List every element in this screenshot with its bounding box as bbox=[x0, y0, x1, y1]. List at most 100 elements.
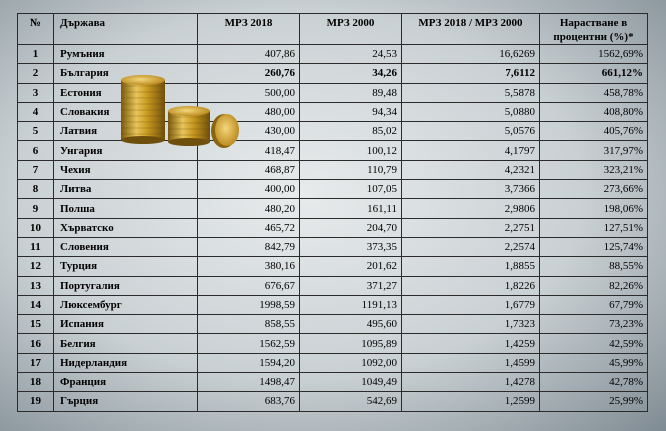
cell-country: Турция bbox=[53, 256, 198, 277]
cell-mrz-2000: 371,27 bbox=[299, 275, 402, 296]
table-header-row: № Държава МРЗ 2018 МРЗ 2000 МРЗ 2018 / М… bbox=[17, 13, 648, 45]
header-country: Държава bbox=[53, 13, 198, 45]
cell-no: 4 bbox=[17, 101, 54, 123]
cell-no: 9 bbox=[17, 198, 54, 219]
cell-country: България bbox=[53, 63, 198, 84]
cell-growth: 82,26% bbox=[539, 275, 648, 296]
cell-growth: 405,76% bbox=[539, 121, 648, 142]
cell-mrz-2018: 1594,20 bbox=[197, 352, 300, 374]
cell-mrz-2000: 1092,00 bbox=[299, 352, 402, 374]
cell-country: Испания bbox=[53, 314, 198, 335]
cell-ratio: 5,0576 bbox=[401, 121, 540, 142]
cell-country: Люксембург bbox=[53, 294, 198, 316]
cell-mrz-2018: 1562,59 bbox=[197, 333, 300, 354]
cell-country: Полша bbox=[53, 198, 198, 219]
cell-growth: 317,97% bbox=[539, 140, 648, 161]
cell-mrz-2018: 407,86 bbox=[197, 43, 300, 65]
cell-growth: 67,79% bbox=[539, 294, 648, 316]
cell-mrz-2000: 34,26 bbox=[299, 63, 402, 84]
cell-mrz-2018: 380,16 bbox=[197, 256, 300, 277]
cell-mrz-2000: 1191,13 bbox=[299, 294, 402, 316]
cell-mrz-2018: 842,79 bbox=[197, 236, 300, 258]
cell-ratio: 1,6779 bbox=[401, 294, 540, 316]
cell-country: Гърция bbox=[53, 391, 198, 412]
cell-ratio: 16,6269 bbox=[401, 43, 540, 65]
cell-growth: 88,55% bbox=[539, 256, 648, 277]
cell-ratio: 1,8226 bbox=[401, 275, 540, 296]
cell-mrz-2000: 94,34 bbox=[299, 101, 402, 123]
cell-ratio: 7,6112 bbox=[401, 63, 540, 84]
cell-growth: 408,80% bbox=[539, 101, 648, 123]
cell-country: Белгия bbox=[53, 333, 198, 354]
cell-no: 3 bbox=[17, 82, 54, 103]
table-row: 7 Чехия 468,87 110,79 4,2321 323,21% bbox=[17, 159, 648, 181]
cell-country: Словакия bbox=[53, 101, 198, 123]
cell-ratio: 2,2574 bbox=[401, 236, 540, 258]
table-row: 14 Люксембург 1998,59 1191,13 1,6779 67,79% bbox=[17, 294, 648, 316]
cell-ratio: 1,4599 bbox=[401, 352, 540, 374]
cell-growth: 73,23% bbox=[539, 314, 648, 335]
cell-ratio: 4,1797 bbox=[401, 140, 540, 161]
cell-growth: 42,59% bbox=[539, 333, 648, 354]
cell-no: 12 bbox=[17, 256, 54, 277]
cell-mrz-2000: 542,69 bbox=[299, 391, 402, 412]
table-row: 11 Словения 842,79 373,35 2,2574 125,74% bbox=[17, 236, 648, 258]
cell-no: 11 bbox=[17, 236, 54, 258]
cell-mrz-2018: 465,72 bbox=[197, 217, 300, 238]
cell-country: Румъния bbox=[53, 43, 198, 65]
table-row: 5 Латвия 430,00 85,02 5,0576 405,76% bbox=[17, 121, 648, 142]
table-row: 9 Полша 480,20 161,11 2,9806 198,06% bbox=[17, 198, 648, 219]
cell-country: Естония bbox=[53, 82, 198, 103]
cell-mrz-2018: 480,20 bbox=[197, 198, 300, 219]
cell-mrz-2018: 400,00 bbox=[197, 179, 300, 200]
header-ratio: МРЗ 2018 / МРЗ 2000 bbox=[401, 13, 540, 45]
cell-no: 8 bbox=[17, 179, 54, 200]
table-row: 10 Хърватско 465,72 204,70 2,2751 127,51% bbox=[17, 217, 648, 238]
cell-ratio: 3,7366 bbox=[401, 179, 540, 200]
table-row: 1 Румъния 407,86 24,53 16,6269 1562,69% bbox=[17, 43, 648, 65]
cell-growth: 25,99% bbox=[539, 391, 648, 412]
header-no: № bbox=[17, 13, 54, 45]
cell-growth: 273,66% bbox=[539, 179, 648, 200]
cell-ratio: 1,7323 bbox=[401, 314, 540, 335]
cell-ratio: 5,0880 bbox=[401, 101, 540, 123]
cell-mrz-2000: 201,62 bbox=[299, 256, 402, 277]
cell-mrz-2000: 1095,89 bbox=[299, 333, 402, 354]
cell-no: 19 bbox=[17, 391, 54, 412]
cell-mrz-2000: 24,53 bbox=[299, 43, 402, 65]
cell-growth: 127,51% bbox=[539, 217, 648, 238]
cell-no: 6 bbox=[17, 140, 54, 161]
cell-mrz-2000: 204,70 bbox=[299, 217, 402, 238]
cell-no: 17 bbox=[17, 352, 54, 374]
cell-growth: 1562,69% bbox=[539, 43, 648, 65]
cell-mrz-2018: 676,67 bbox=[197, 275, 300, 296]
table-row: 8 Литва 400,00 107,05 3,7366 273,66% bbox=[17, 179, 648, 200]
cell-no: 5 bbox=[17, 121, 54, 142]
header-growth-line1: Нарастване в bbox=[559, 17, 628, 29]
table-row: 6 Унгария 418,47 100,12 4,1797 317,97% bbox=[17, 140, 648, 161]
cell-country: Литва bbox=[53, 179, 198, 200]
table-row: 19 Гърция 683,76 542,69 1,2599 25,99% bbox=[17, 391, 648, 412]
cell-ratio: 2,2751 bbox=[401, 217, 540, 238]
cell-mrz-2018: 858,55 bbox=[197, 314, 300, 335]
cell-country: Унгария bbox=[53, 140, 198, 161]
cell-mrz-2018: 480,00 bbox=[197, 101, 300, 123]
cell-mrz-2000: 161,11 bbox=[299, 198, 402, 219]
table-row: 13 Португалия 676,67 371,27 1,8226 82,26% bbox=[17, 275, 648, 296]
table-row: 2 България 260,76 34,26 7,6112 661,12% bbox=[17, 63, 648, 84]
cell-mrz-2000: 1049,49 bbox=[299, 372, 402, 393]
cell-growth: 125,74% bbox=[539, 236, 648, 258]
table-row: 12 Турция 380,16 201,62 1,8855 88,55% bbox=[17, 256, 648, 277]
cell-growth: 198,06% bbox=[539, 198, 648, 219]
cell-mrz-2000: 110,79 bbox=[299, 159, 402, 181]
table-row: 3 Естония 500,00 89,48 5,5878 458,78% bbox=[17, 82, 648, 103]
cell-mrz-2018: 260,76 bbox=[197, 63, 300, 84]
cell-mrz-2018: 468,87 bbox=[197, 159, 300, 181]
cell-ratio: 5,5878 bbox=[401, 82, 540, 103]
header-mrz-2018: МРЗ 2018 bbox=[197, 13, 300, 45]
table-row: 16 Белгия 1562,59 1095,89 1,4259 42,59% bbox=[17, 333, 648, 354]
cell-mrz-2018: 418,47 bbox=[197, 140, 300, 161]
cell-no: 13 bbox=[17, 275, 54, 296]
cell-mrz-2000: 495,60 bbox=[299, 314, 402, 335]
cell-mrz-2000: 89,48 bbox=[299, 82, 402, 103]
